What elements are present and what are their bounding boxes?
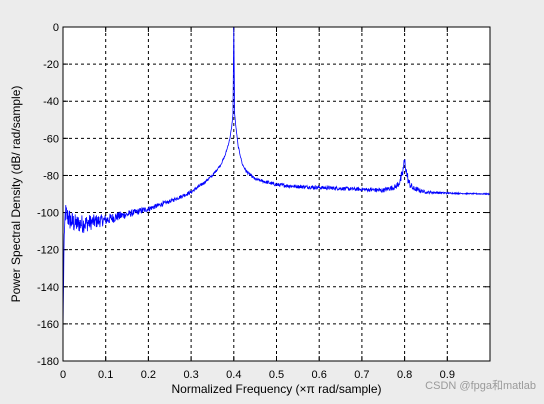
grid-lines [63, 27, 490, 361]
y-axis-label: Power Spectral Density (dB/ rad/sample) [9, 86, 23, 303]
x-tick-label: 0.6 [312, 369, 327, 381]
x-tick-label: 0.5 [269, 369, 284, 381]
x-tick-label: 0.7 [354, 369, 369, 381]
plot-frame [62, 26, 491, 362]
x-tick-label: 0.1 [98, 369, 113, 381]
psd-series-line [63, 27, 490, 334]
y-tick-label: -80 [43, 170, 59, 182]
y-tick-label: -100 [37, 208, 59, 220]
x-tick-label: 0.3 [183, 369, 198, 381]
y-tick-label: -120 [37, 245, 59, 257]
x-tick-labels: 0 0.1 0.2 0.3 0.4 0.5 0.6 0.7 0.8 0.9 [60, 369, 455, 381]
y-tick-label: -180 [37, 356, 59, 368]
y-tick-labels: 0 -20 -40 -60 -80 -100 -120 -140 -160 -180 [37, 22, 59, 368]
x-tick-label: 0.4 [226, 369, 241, 381]
x-tick-label: 0.2 [141, 369, 156, 381]
y-tick-label: 0 [53, 22, 59, 34]
series-layer [63, 27, 490, 334]
watermark-text: CSDN @fpga和matlab [425, 379, 536, 392]
y-tick-label: -40 [43, 96, 59, 108]
x-axis-label: Normalized Frequency (×π rad/sample) [171, 382, 381, 396]
x-tick-label: 0 [60, 369, 66, 381]
y-tick-label: -140 [37, 282, 59, 294]
x-tick-label: 0.9 [440, 369, 455, 381]
y-tick-label: -60 [43, 133, 59, 145]
x-tick-label: 0.8 [397, 369, 412, 381]
y-tick-label: -20 [43, 59, 59, 71]
y-tick-label: -160 [37, 319, 59, 331]
